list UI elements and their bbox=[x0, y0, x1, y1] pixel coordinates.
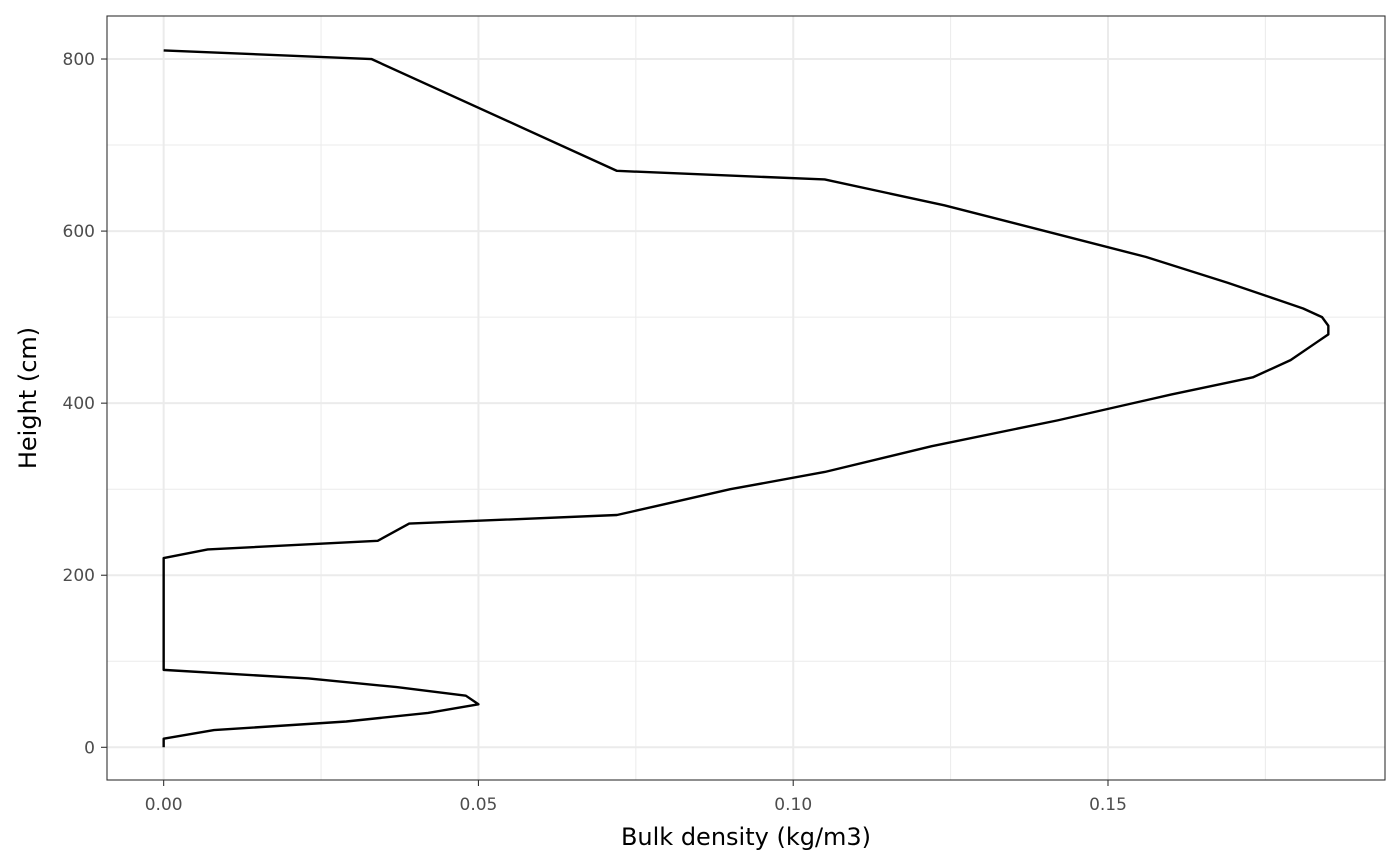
series-line-1 bbox=[162, 49, 1330, 748]
x-tick-label: 0.15 bbox=[1089, 795, 1127, 815]
x-tick-label: 0.10 bbox=[774, 795, 812, 815]
series-layer bbox=[162, 49, 1330, 748]
panel-border bbox=[106, 15, 1386, 781]
y-axis-title: Height (cm) bbox=[14, 327, 42, 469]
x-tick-label: 0.05 bbox=[460, 795, 498, 815]
y-tick-label: 200 bbox=[63, 566, 95, 586]
axis-ticks: 0.00 0.05 0.10 0.15 0 200 400 600 800 bbox=[63, 50, 1127, 815]
x-tick-label: 0.00 bbox=[145, 795, 183, 815]
grid-lines bbox=[107, 16, 1385, 780]
x-axis-title: Bulk density (kg/m3) bbox=[621, 823, 871, 851]
y-tick-label: 0 bbox=[84, 738, 95, 758]
y-tick-label: 400 bbox=[63, 394, 95, 414]
y-tick-label: 800 bbox=[63, 50, 95, 70]
y-tick-label: 600 bbox=[63, 222, 95, 242]
